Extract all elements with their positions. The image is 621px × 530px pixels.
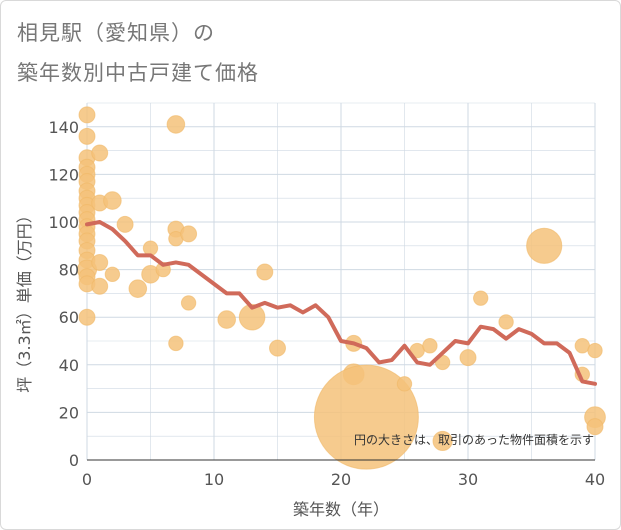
data-point [269, 339, 286, 357]
y-tick-label: 60 [59, 308, 79, 327]
data-point [422, 338, 438, 354]
average-line-layer [85, 220, 597, 386]
data-point [91, 277, 109, 295]
data-point [459, 349, 477, 367]
chart-title-line2: 築年数別中古戸建て価格 [17, 61, 259, 85]
y-tick-label: 80 [59, 261, 79, 280]
y-tick-label: 120 [48, 165, 79, 184]
x-tick-label: 40 [585, 470, 605, 489]
axes: 0 20 40 60 80 100 120 140 0 10 20 30 40 [48, 118, 605, 489]
y-axis-title: 坪（3.3㎡）単価（万円） [15, 207, 34, 392]
x-axis-title: 築年数（年） [293, 500, 389, 519]
y-tick-label: 100 [48, 213, 79, 232]
annotation: 円の大きさは、取引のあった物件面積を示す [354, 432, 594, 447]
data-point [116, 215, 134, 233]
data-point [91, 253, 109, 271]
y-tick-label: 40 [59, 356, 79, 375]
x-tick-label: 20 [331, 470, 351, 489]
data-point [78, 127, 96, 145]
data-point [256, 263, 274, 281]
x-tick-label: 10 [204, 470, 224, 489]
data-point [238, 303, 266, 331]
bubbles [76, 106, 606, 470]
data-point [168, 335, 184, 352]
data-point [91, 144, 109, 162]
y-tick-label: 140 [48, 118, 79, 137]
data-point [587, 342, 603, 359]
data-point [142, 240, 159, 256]
y-tick-label: 20 [59, 403, 79, 422]
chart-title-line1: 相見駅（愛知県）の [17, 21, 215, 45]
data-point [313, 364, 419, 470]
y-tick-label: 0 [69, 451, 79, 470]
data-point [78, 308, 96, 326]
data-point [180, 225, 198, 243]
x-tick-label: 0 [82, 470, 92, 489]
data-point [128, 279, 148, 298]
data-point [432, 430, 453, 452]
data-point [498, 314, 514, 330]
data-point [78, 106, 96, 124]
data-point [586, 418, 604, 436]
x-tick-label: 30 [458, 470, 478, 489]
data-point [526, 227, 563, 264]
data-point [166, 115, 186, 134]
data-point [103, 191, 122, 210]
data-point [104, 266, 121, 283]
data-point [473, 290, 489, 306]
data-point [396, 376, 413, 392]
data-point [217, 310, 236, 329]
average-line [85, 220, 597, 386]
data-point [180, 295, 197, 311]
